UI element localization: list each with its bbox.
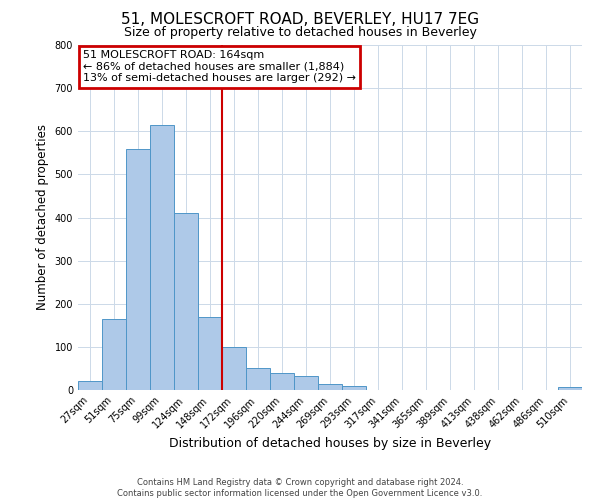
Bar bbox=[294, 376, 318, 390]
Text: Size of property relative to detached houses in Beverley: Size of property relative to detached ho… bbox=[124, 26, 476, 39]
Text: Contains HM Land Registry data © Crown copyright and database right 2024.
Contai: Contains HM Land Registry data © Crown c… bbox=[118, 478, 482, 498]
Bar bbox=[318, 384, 342, 390]
Bar bbox=[150, 125, 174, 390]
Bar bbox=[270, 373, 294, 390]
Y-axis label: Number of detached properties: Number of detached properties bbox=[36, 124, 49, 310]
Bar bbox=[78, 382, 102, 390]
Bar bbox=[246, 368, 270, 390]
Bar bbox=[198, 316, 222, 390]
X-axis label: Distribution of detached houses by size in Beverley: Distribution of detached houses by size … bbox=[169, 436, 491, 450]
Bar bbox=[174, 213, 198, 390]
Bar bbox=[102, 319, 126, 390]
Text: 51, MOLESCROFT ROAD, BEVERLEY, HU17 7EG: 51, MOLESCROFT ROAD, BEVERLEY, HU17 7EG bbox=[121, 12, 479, 28]
Bar bbox=[558, 386, 582, 390]
Text: 51 MOLESCROFT ROAD: 164sqm
← 86% of detached houses are smaller (1,884)
13% of s: 51 MOLESCROFT ROAD: 164sqm ← 86% of deta… bbox=[83, 50, 356, 84]
Bar bbox=[126, 148, 150, 390]
Bar bbox=[222, 347, 246, 390]
Bar bbox=[342, 386, 366, 390]
